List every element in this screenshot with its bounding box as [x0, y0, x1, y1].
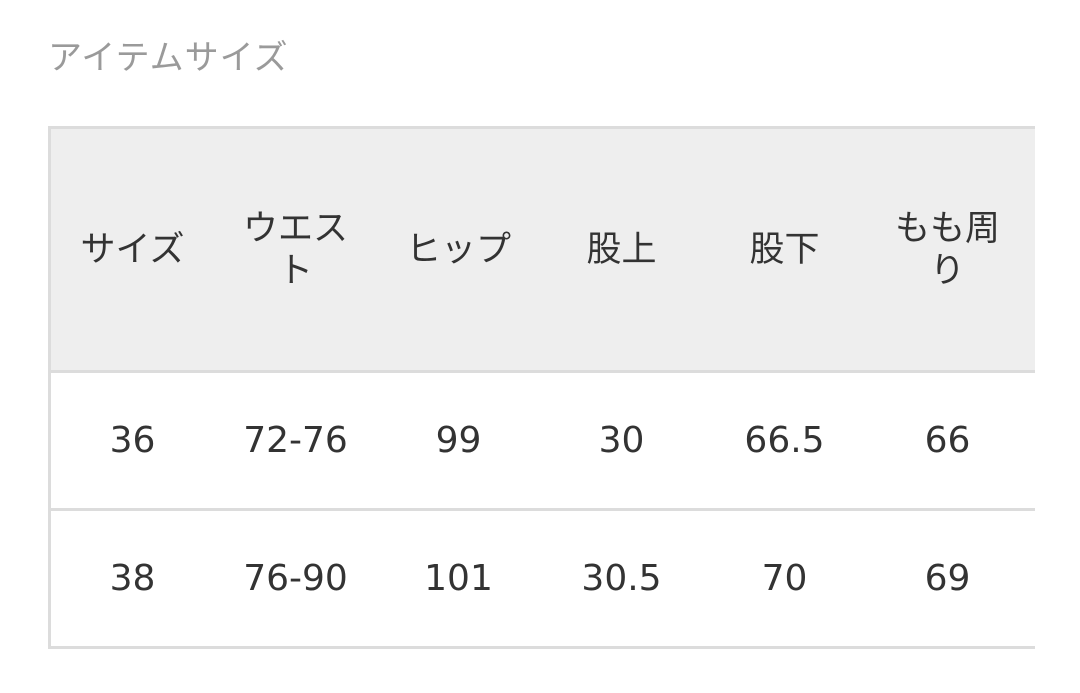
header-waist: ウエスト	[242, 208, 348, 291]
section-title: アイテムサイズ	[48, 38, 289, 78]
cell-rise: 30.5	[581, 557, 662, 599]
cell-size: 38	[109, 557, 156, 599]
header-size: サイズ	[80, 229, 185, 270]
table-row: 36 72-76 99 30 66.5 66	[51, 373, 1035, 511]
header-thigh: もも周り	[894, 208, 1000, 291]
cell-inseam: 70	[761, 557, 808, 599]
table-row: 38 76-90 101 30.5 70 69	[51, 511, 1035, 649]
cell-inseam: 66.5	[744, 419, 825, 461]
header-inseam: 股下	[749, 229, 820, 270]
cell-rise: 30	[598, 419, 645, 461]
header-rise: 股上	[586, 229, 657, 270]
cell-size: 36	[109, 419, 156, 461]
cell-waist: 76-90	[243, 557, 348, 599]
table-header-row: サイズ ウエスト ヒップ 股上 股下 もも周り	[51, 129, 1035, 373]
cell-hip: 101	[424, 557, 493, 599]
cell-thigh: 66	[924, 419, 971, 461]
size-table: サイズ ウエスト ヒップ 股上 股下 もも周り 36 72-76 99 30 6…	[48, 126, 1035, 649]
header-hip: ヒップ	[405, 229, 511, 270]
cell-hip: 99	[435, 419, 482, 461]
cell-thigh: 69	[924, 557, 971, 599]
cell-waist: 72-76	[243, 419, 348, 461]
